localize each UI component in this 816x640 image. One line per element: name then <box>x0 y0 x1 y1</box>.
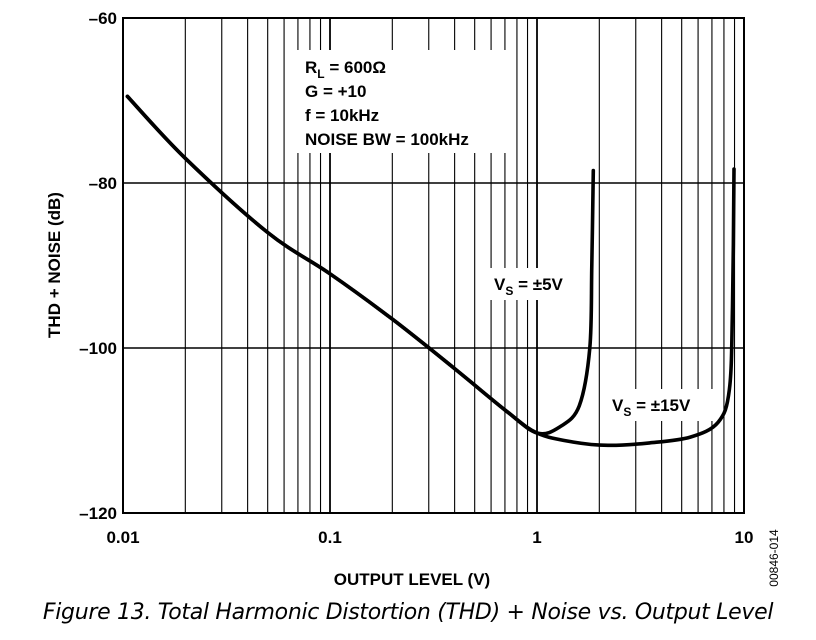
x-axis-label: OUTPUT LEVEL (V) <box>334 570 490 589</box>
series-layer <box>125 94 736 448</box>
series-label-5v-text: VS = ±5V <box>494 275 564 298</box>
series-label-5v-background <box>488 268 582 300</box>
x-tick-label: 1 <box>532 528 541 547</box>
y-tick-label: –60 <box>89 9 117 28</box>
conditions-box: RL = 600Ω G = +10 f = 10kHz NOISE BW = 1… <box>297 50 507 153</box>
series-label-5v: VS = ±5V <box>488 268 582 300</box>
thd-noise-chart: 0.01 0.1 1 10 –120 –100 –80 –60 OUTPUT LEVEL (V… <box>45 9 781 589</box>
figure-id: 00846-014 <box>767 529 781 587</box>
series-label-15v: VS = ±15V <box>608 389 714 421</box>
x-tick-label: 0.01 <box>106 528 139 547</box>
condition-noise-bw: NOISE BW = 100kHz <box>305 130 469 149</box>
tick-labels: 0.01 0.1 1 10 –120 –100 –80 –60 <box>79 9 753 547</box>
series-label-15v-text: VS = ±15V <box>612 396 691 419</box>
y-tick-label: –120 <box>79 504 117 523</box>
figure-caption: Figure 13. Total Harmonic Distortion (TH… <box>42 600 774 625</box>
condition-gain: G = +10 <box>305 82 366 101</box>
x-tick-label: 10 <box>735 528 754 547</box>
x-tick-label: 0.1 <box>318 528 342 547</box>
y-tick-label: –100 <box>79 339 117 358</box>
condition-load: RL = 600Ω <box>305 58 386 81</box>
conditions-background <box>297 50 507 153</box>
y-tick-label: –80 <box>89 174 117 193</box>
y-axis-label: THD + NOISE (dB) <box>45 192 64 338</box>
condition-frequency: f = 10kHz <box>305 106 379 125</box>
plot-frame <box>122 17 745 514</box>
series-label-15v-background <box>608 389 714 421</box>
series-line-1 <box>125 94 736 448</box>
